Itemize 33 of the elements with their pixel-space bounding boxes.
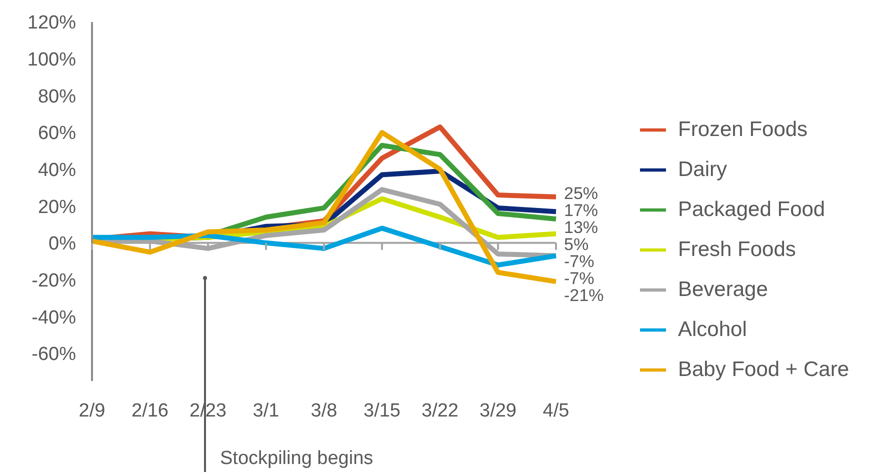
y-tick-label: -20%	[32, 270, 76, 292]
data-label: -7%	[564, 268, 594, 288]
x-tick-label: 2/16	[132, 400, 168, 422]
x-tick-label: 4/5	[542, 400, 570, 422]
x-tick-label: 3/1	[252, 400, 280, 422]
data-label: 5%	[564, 234, 589, 254]
data-label: -21%	[564, 286, 604, 305]
data-label: 17%	[564, 200, 598, 220]
data-label: -7%	[564, 252, 594, 271]
y-tick-label: -40%	[32, 307, 76, 328]
y-tick-label: -60%	[32, 344, 76, 366]
y-tick-label: 120%	[27, 12, 76, 34]
x-tick-label: 2/9	[78, 400, 106, 422]
legend-label: Fresh Foods	[678, 238, 796, 261]
legend-label: Alcohol	[678, 318, 747, 341]
legend-label: Dairy	[678, 158, 728, 181]
x-tick-label: 3/15	[364, 400, 400, 422]
y-tick-label: 20%	[38, 196, 76, 218]
legend-label: Baby Food + Care	[678, 358, 850, 381]
y-tick-label: 40%	[38, 160, 76, 182]
legend-label: Frozen Foods	[678, 118, 808, 141]
data-label: 13%	[564, 218, 598, 237]
legend-label: Beverage	[678, 278, 768, 301]
y-tick-label: 60%	[38, 123, 76, 144]
legend-label: Packaged Food	[678, 198, 826, 221]
text: Stockpiling begins	[220, 448, 374, 469]
y-tick-label: 0%	[48, 234, 76, 255]
y-tick-label: 80%	[38, 86, 76, 108]
x-tick-label: 3/29	[480, 400, 516, 422]
data-label: 25%	[564, 184, 598, 203]
x-tick-label: 3/22	[422, 400, 458, 422]
x-tick-label: 3/8	[310, 400, 338, 422]
y-tick-label: 100%	[27, 50, 76, 71]
